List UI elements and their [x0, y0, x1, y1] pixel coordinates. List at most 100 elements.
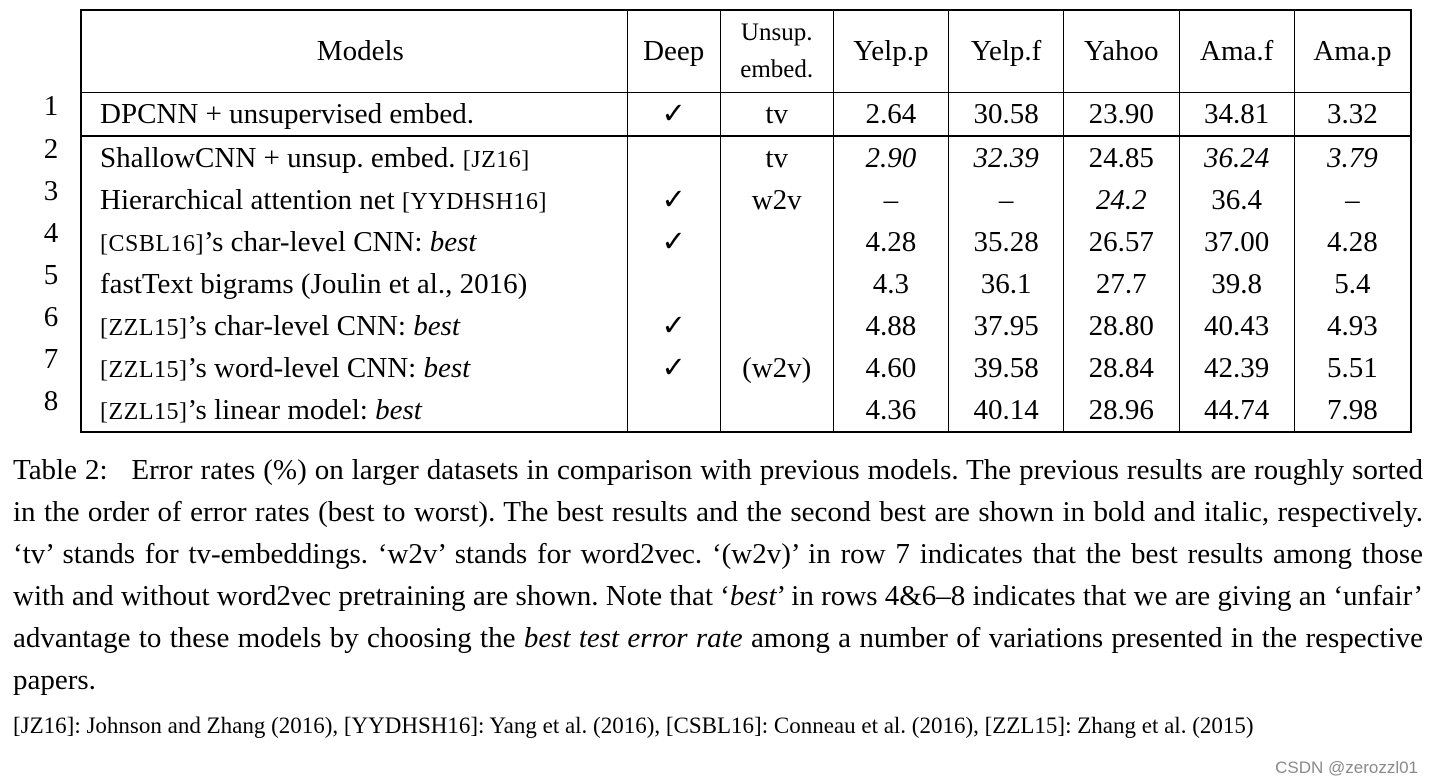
deep-check: [626, 389, 721, 433]
cell-ama-f: 37.00: [1178, 221, 1295, 263]
cell-yahoo: 28.96: [1063, 389, 1180, 433]
model-name: [ZZL15]’s char-level CNN: best: [79, 305, 628, 347]
cell-yelp-f: 35.28: [948, 221, 1064, 263]
table-row: DPCNN + unsupervised embed. ✓ tv 2.64 30…: [79, 92, 1412, 137]
cell-yelp-p: 2.64: [832, 92, 949, 137]
header-yelp-f: Yelp.f: [948, 9, 1064, 93]
cell-yelp-p: 4.88: [832, 305, 949, 347]
cell-ama-p: 3.79: [1293, 136, 1412, 179]
header-yelp-p: Yelp.p: [832, 9, 949, 93]
cell-yelp-p: 4.28: [832, 221, 949, 263]
citation: [ZZL15]: [100, 398, 188, 425]
model-name: Hierarchical attention net [YYDHSH16]: [79, 179, 628, 221]
unsup-embed: [719, 389, 834, 433]
cell-ama-f: 39.8: [1178, 263, 1295, 305]
citation: [YYDHSH16]: [401, 188, 547, 215]
model-label: ShallowCNN + unsup. embed.: [100, 141, 463, 174]
cell-yahoo: 28.84: [1063, 347, 1180, 389]
row-number: 2: [43, 133, 59, 165]
cell-yelp-f: 30.58: [948, 92, 1064, 137]
model-label: ’s linear model:: [187, 393, 376, 426]
unsup-embed: [719, 263, 834, 305]
watermark: CSDN @zerozzl01: [1275, 758, 1418, 777]
row-number: 5: [43, 259, 59, 291]
deep-check: ✓: [626, 92, 721, 137]
header-ama-p: Ama.p: [1293, 9, 1412, 93]
model-label: ’s char-level CNN:: [204, 225, 430, 258]
model-name: fastText bigrams (Joulin et al., 2016): [79, 263, 628, 305]
unsup-embed: w2v: [719, 179, 834, 221]
cell-yelp-f: 36.1: [948, 263, 1064, 305]
header-unsup-line1: Unsup.: [740, 19, 813, 47]
table-row: fastText bigrams (Joulin et al., 2016) 4…: [79, 263, 1412, 305]
cell-ama-p: –: [1293, 179, 1412, 221]
header-deep: Deep: [626, 9, 721, 93]
cell-yelp-f: 32.39: [948, 136, 1064, 179]
unsup-embed: [719, 305, 834, 347]
citation: [CSBL16]: [100, 230, 205, 257]
unsup-embed: tv: [719, 92, 834, 137]
model-name: [ZZL15]’s linear model: best: [79, 389, 628, 433]
header-models: Models: [79, 9, 628, 93]
caption-best-word: best: [729, 580, 777, 612]
deep-check: [626, 136, 721, 179]
cell-yelp-p: 4.36: [832, 389, 949, 433]
cell-yahoo: 24.85: [1063, 136, 1180, 179]
cell-yahoo: 28.80: [1063, 305, 1180, 347]
row-number: 6: [43, 301, 59, 333]
cell-yelp-p: 4.3: [832, 263, 949, 305]
cell-yahoo: 23.90: [1063, 92, 1180, 137]
cell-yelp-p: 4.60: [832, 347, 949, 389]
model-label: fastText bigrams (Joulin et al., 2016): [100, 267, 528, 300]
table-row: [ZZL15]’s word-level CNN: best ✓ (w2v) 4…: [79, 347, 1412, 389]
cell-yelp-f: 40.14: [948, 389, 1064, 433]
cell-yahoo: 24.2: [1063, 179, 1180, 221]
header-unsup-embed: Unsup. embed.: [719, 9, 834, 93]
cell-ama-p: 4.28: [1293, 221, 1412, 263]
cell-yahoo: 26.57: [1063, 221, 1180, 263]
header-row: Models Deep Unsup. embed. Yelp.p Yelp.f …: [79, 9, 1412, 93]
header-unsup-line2: embed.: [740, 55, 814, 83]
caption-best-test-error: best test error rate: [523, 622, 743, 654]
row-number: 3: [43, 175, 59, 207]
deep-check: ✓: [626, 305, 721, 347]
model-name: DPCNN + unsupervised embed.: [79, 92, 628, 137]
table-row: ShallowCNN + unsup. embed. [JZ16] tv 2.9…: [79, 136, 1412, 179]
row-number: 4: [43, 217, 59, 249]
deep-check: ✓: [626, 221, 721, 263]
model-name: [ZZL15]’s word-level CNN: best: [79, 347, 628, 389]
unsup-embed: tv: [719, 136, 834, 179]
model-label: DPCNN + unsupervised embed.: [100, 97, 474, 130]
model-label: ’s word-level CNN:: [187, 351, 424, 384]
row-number: 1: [43, 90, 59, 122]
citation: [JZ16]: [462, 146, 530, 173]
best-label: best: [429, 225, 477, 258]
cell-ama-f: 34.81: [1178, 92, 1295, 137]
cell-yelp-p: 2.90: [832, 136, 949, 179]
caption-label: Table 2:: [13, 454, 108, 486]
deep-check: ✓: [626, 347, 721, 389]
cell-ama-f: 44.74: [1178, 389, 1295, 433]
best-label: best: [375, 393, 422, 426]
row-number: 7: [43, 343, 59, 375]
cell-yelp-f: 39.58: [948, 347, 1064, 389]
caption-text: ’ in rows 4&6–8 indicates that we are gi…: [13, 580, 1423, 654]
best-label: best: [423, 351, 471, 384]
cell-ama-p: 4.93: [1293, 305, 1412, 347]
cell-ama-p: 3.32: [1293, 92, 1412, 137]
cell-yelp-f: 37.95: [948, 305, 1064, 347]
table-row: [ZZL15]’s linear model: best 4.36 40.14 …: [79, 389, 1412, 433]
caption-text: among a number of variations presented i…: [13, 622, 1424, 696]
table-caption: Table 2: Error rates (%) on larger datas…: [13, 449, 1423, 701]
unsup-embed: [719, 221, 834, 263]
citation: [ZZL15]: [100, 356, 188, 383]
deep-check: [626, 263, 721, 305]
unsup-embed: (w2v): [719, 347, 834, 389]
row-number: 8: [43, 385, 59, 417]
cell-yelp-p: –: [832, 179, 949, 221]
model-label: Hierarchical attention net: [100, 183, 402, 216]
table-row: [ZZL15]’s char-level CNN: best ✓ 4.88 37…: [79, 305, 1412, 347]
table-row: Hierarchical attention net [YYDHSH16] ✓ …: [79, 179, 1412, 221]
results-table: Models Deep Unsup. embed. Yelp.p Yelp.f …: [79, 9, 1412, 433]
cell-yelp-f: –: [948, 179, 1064, 221]
